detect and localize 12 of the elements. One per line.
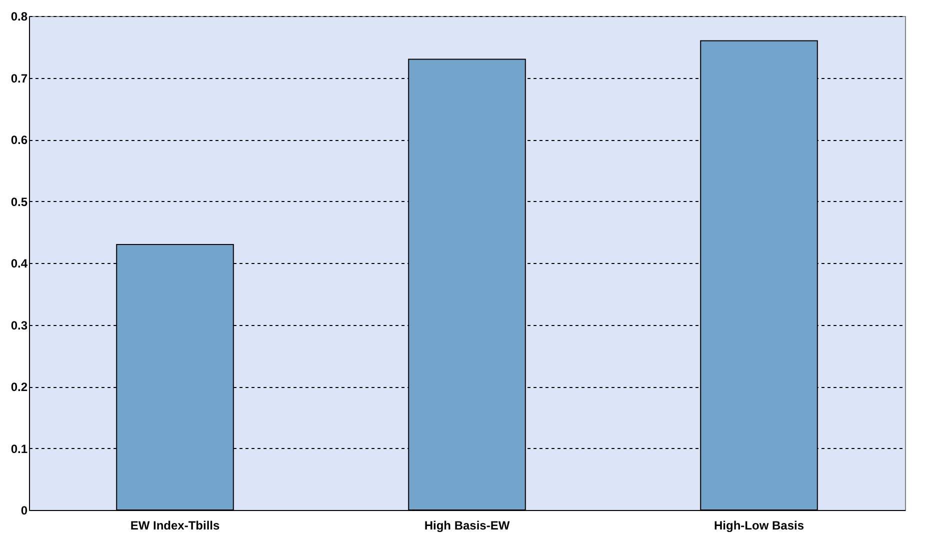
y-tick-label: 0.7 bbox=[10, 71, 28, 86]
y-tick-label: 0 bbox=[20, 504, 28, 518]
y-tick-label: 0.1 bbox=[10, 442, 28, 456]
y-tick-label: 0.2 bbox=[10, 380, 28, 394]
y-tick-label: 0.4 bbox=[10, 256, 28, 270]
x-tick-label: High Basis-EW bbox=[424, 518, 510, 532]
y-tick-label: 0.6 bbox=[10, 133, 28, 147]
y-tick-label: 0.3 bbox=[10, 318, 28, 332]
y-tick-label: 0.8 bbox=[10, 10, 28, 24]
x-tick-label: High-Low Basis bbox=[714, 518, 804, 532]
y-tick-label: 0.5 bbox=[10, 194, 28, 209]
x-tick-label: EW Index-Tbills bbox=[130, 518, 220, 532]
